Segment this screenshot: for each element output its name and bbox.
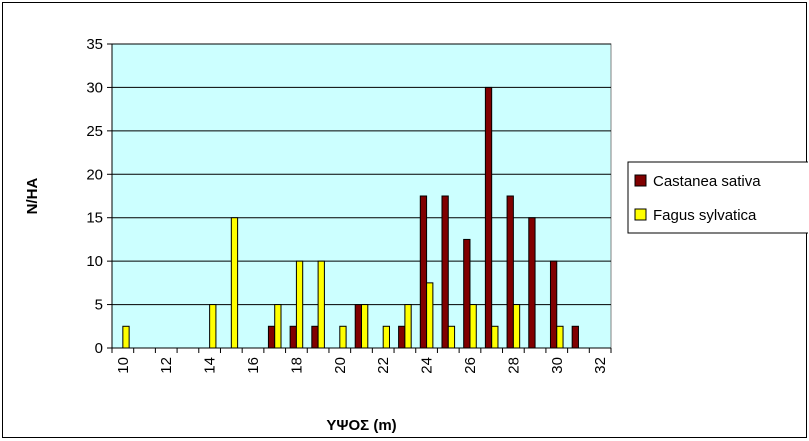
bars-group bbox=[122, 86, 579, 349]
bar-fagus bbox=[339, 325, 347, 349]
bar-castanea bbox=[354, 304, 362, 349]
y-axis-ticks: 0 5 10 15 20 25 30 35 bbox=[86, 36, 611, 357]
y-tick-label: 0 bbox=[95, 340, 103, 357]
bar-fagus bbox=[491, 325, 499, 349]
x-tick-label: 22 bbox=[375, 357, 392, 374]
bar-castanea bbox=[571, 325, 579, 349]
bar-fagus bbox=[274, 304, 282, 349]
bar-castanea bbox=[267, 325, 276, 349]
x-tick-label: 16 bbox=[245, 357, 262, 374]
x-tick-label: 32 bbox=[592, 357, 609, 374]
x-tick-label: 12 bbox=[158, 357, 175, 374]
x-tick-label: 18 bbox=[288, 357, 305, 374]
y-tick-label: 15 bbox=[86, 210, 103, 227]
x-tick-label: 14 bbox=[202, 357, 219, 374]
x-axis-title: ΥΨΟΣ (m) bbox=[326, 417, 396, 434]
bar-castanea bbox=[441, 195, 449, 349]
bar-castanea bbox=[484, 86, 493, 349]
legend: Castanea sativa Fagus sylvatica bbox=[627, 161, 808, 234]
legend-swatch-castanea bbox=[634, 174, 647, 187]
bar-fagus bbox=[447, 325, 456, 349]
y-axis-title: N/HA bbox=[24, 178, 41, 215]
y-tick-label: 30 bbox=[86, 79, 103, 96]
bar-castanea bbox=[549, 260, 558, 349]
y-tick-label: 10 bbox=[86, 253, 103, 270]
legend-label-fagus: Fagus sylvatica bbox=[653, 207, 757, 224]
y-tick-label: 5 bbox=[95, 297, 103, 314]
bar-castanea bbox=[506, 195, 514, 349]
legend-box bbox=[627, 161, 808, 234]
x-tick-label: 26 bbox=[462, 357, 479, 374]
bar-fagus bbox=[426, 282, 434, 349]
bar-fagus bbox=[382, 325, 390, 349]
bar-castanea bbox=[463, 238, 471, 349]
bar-fagus bbox=[317, 260, 325, 349]
y-tick-label: 25 bbox=[86, 123, 103, 140]
bar-fagus bbox=[209, 304, 217, 349]
bar-fagus bbox=[295, 260, 304, 349]
bar-castanea bbox=[311, 325, 319, 349]
plot-area bbox=[111, 43, 612, 349]
bar-fagus bbox=[556, 325, 564, 349]
plot-background bbox=[111, 43, 612, 349]
y-tick-label: 20 bbox=[86, 166, 103, 183]
x-tick-label: 28 bbox=[505, 357, 522, 374]
bar-fagus bbox=[122, 325, 130, 349]
bar-castanea bbox=[528, 217, 536, 349]
bar-castanea bbox=[289, 325, 297, 349]
x-tick-label: 20 bbox=[332, 357, 349, 374]
legend-label-castanea: Castanea sativa bbox=[653, 173, 761, 190]
x-axis-ticks: 10 12 14 16 18 20 22 24 26 28 30 32 bbox=[111, 348, 612, 374]
bar-castanea bbox=[398, 325, 406, 349]
x-tick-label: 24 bbox=[419, 357, 436, 374]
y-tick-label: 35 bbox=[86, 36, 103, 53]
bar-fagus bbox=[469, 304, 477, 349]
bar-fagus bbox=[361, 304, 369, 349]
bar-fagus bbox=[512, 304, 521, 349]
x-tick-label: 30 bbox=[549, 357, 566, 374]
bar-fagus bbox=[230, 217, 239, 349]
x-tick-label: 10 bbox=[115, 357, 132, 374]
legend-swatch-fagus bbox=[634, 208, 647, 221]
bar-fagus bbox=[404, 304, 412, 349]
bar-castanea bbox=[419, 195, 428, 349]
